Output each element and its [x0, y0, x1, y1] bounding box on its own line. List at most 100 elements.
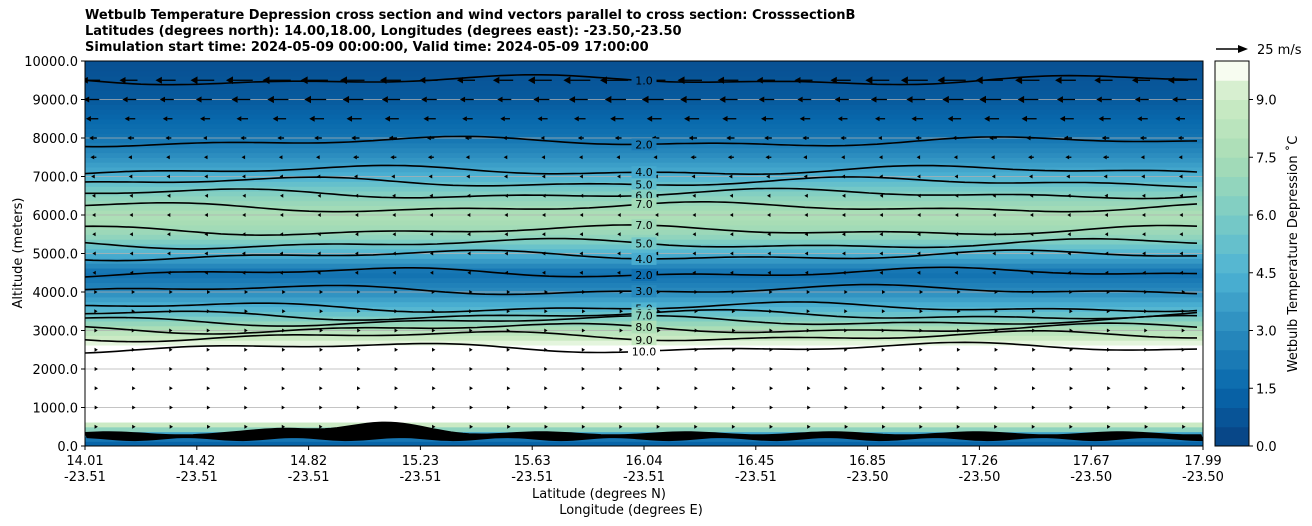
contour-label-background: [631, 252, 657, 265]
wind-vector-head: [1105, 270, 1109, 275]
wind-vector-head: [541, 251, 546, 256]
wind-vector-head: [319, 347, 323, 352]
wind-vector-head: [952, 135, 957, 141]
wind-vector-head: [727, 155, 732, 160]
wind-vector-head: [919, 328, 923, 333]
wind-vector-head: [916, 251, 921, 256]
wind-vector-head: [844, 309, 848, 314]
terrain-contour-band: [85, 421, 1203, 442]
wind-vector-head: [85, 116, 91, 122]
wind-vector-head: [568, 96, 576, 103]
wind-vector-head: [1055, 76, 1062, 84]
wind-vector-head: [279, 174, 283, 179]
wind-vector-head: [431, 290, 435, 294]
wind-vector-head: [309, 115, 315, 122]
wind-vector-head: [1028, 155, 1032, 160]
colorbar-tick-label: 1.5: [1256, 382, 1277, 397]
wind-vector-head: [1069, 405, 1073, 410]
wind-vector-head: [504, 193, 508, 198]
wind-vector-head: [1032, 386, 1036, 391]
wind-vector-head: [837, 116, 843, 122]
wind-vector-head: [497, 96, 503, 103]
wind-vector-head: [881, 367, 885, 371]
wind-vector-head: [432, 386, 436, 391]
x-tick-label-lat: 14.01: [66, 454, 103, 469]
wind-vector-head: [979, 95, 986, 104]
wind-vector-head: [994, 405, 998, 410]
wind-vector-head: [467, 232, 471, 237]
wind-vector-head: [392, 251, 396, 256]
wind-vector-head: [155, 76, 162, 84]
colorbar-tick-label: 6.0: [1256, 209, 1277, 224]
wind-vector-head: [244, 347, 248, 352]
wind-vector-head: [865, 76, 873, 85]
wind-vector-head: [729, 193, 734, 198]
wind-vector-head: [394, 328, 398, 333]
wind-vector-head: [542, 213, 546, 217]
wind-vector-head: [129, 213, 133, 217]
wind-vector-head: [794, 76, 801, 84]
wind-vector-head: [272, 115, 278, 122]
wind-vector-head: [841, 232, 846, 237]
wind-vector-head: [353, 155, 357, 160]
wind-vector-head: [919, 386, 923, 391]
wind-vector-head: [769, 347, 773, 352]
wind-vector-head: [282, 290, 286, 294]
contour-label: 2.0: [635, 269, 653, 282]
wind-vector-head: [166, 232, 171, 237]
wind-vector-head: [1139, 135, 1144, 141]
wind-vector-head: [1030, 232, 1034, 237]
wind-vector-head: [769, 309, 773, 314]
wind-vector-head: [280, 193, 284, 198]
wind-vector-head: [169, 424, 174, 429]
wind-vector-head: [91, 193, 96, 198]
contour-label: 8.0: [635, 321, 653, 334]
wind-vector-head: [694, 309, 698, 314]
wind-vector-head: [1032, 347, 1036, 352]
wind-vector-head: [1131, 76, 1138, 84]
colorbar-segment: [1215, 426, 1249, 447]
y-tick-label: 4000.0: [33, 286, 79, 301]
wind-vector-head: [351, 135, 356, 141]
wind-vector-head: [717, 76, 725, 84]
wind-vector-head: [617, 251, 621, 256]
wind-vector-head: [429, 213, 433, 217]
wind-vector-head: [1067, 270, 1071, 275]
wind-vector-head: [1179, 232, 1183, 237]
wind-vector-head: [279, 213, 284, 217]
wind-vector-head: [797, 96, 803, 103]
wind-vector-head: [655, 213, 659, 217]
wind-vector-head: [1107, 367, 1111, 371]
chart-title-line-1: Wetbulb Temperature Depression cross sec…: [85, 8, 856, 23]
x-tick-label-lon: -23.50: [1182, 470, 1224, 485]
colorbar-segment: [1215, 272, 1249, 293]
wind-vector-head: [1065, 155, 1070, 160]
wind-key-arrowhead: [1238, 45, 1248, 53]
wind-vector-head: [731, 424, 736, 429]
wind-vector-head: [842, 251, 846, 256]
wind-vector-head: [879, 155, 883, 160]
wind-vector-head: [769, 424, 773, 429]
wind-vector-head: [732, 347, 736, 352]
wind-vector-head: [166, 213, 171, 217]
wind-vector-head: [1144, 367, 1148, 371]
wind-vector-head: [804, 232, 808, 237]
wind-vector-head: [694, 290, 698, 294]
wind-vector-head: [844, 290, 848, 294]
wind-vector-head: [1031, 405, 1036, 410]
heatmap-band: [85, 397, 1203, 404]
wind-vector-head: [122, 96, 128, 103]
wind-vector-head: [1069, 386, 1074, 391]
wind-vector-head: [804, 270, 809, 275]
x-tick-label-lat: 17.67: [1073, 454, 1110, 469]
wind-vector-head: [241, 251, 246, 256]
wind-key-label: 25 m/s: [1257, 43, 1302, 58]
wind-vector-head: [1056, 96, 1063, 103]
heatmap-band: [85, 378, 1203, 385]
wind-vector-head: [357, 367, 361, 371]
wind-vector-head: [169, 309, 173, 314]
heatmap-band: [85, 113, 1203, 120]
wind-vector-head: [680, 95, 687, 104]
heatmap-band: [85, 407, 1203, 413]
wind-vector-head: [381, 96, 388, 103]
